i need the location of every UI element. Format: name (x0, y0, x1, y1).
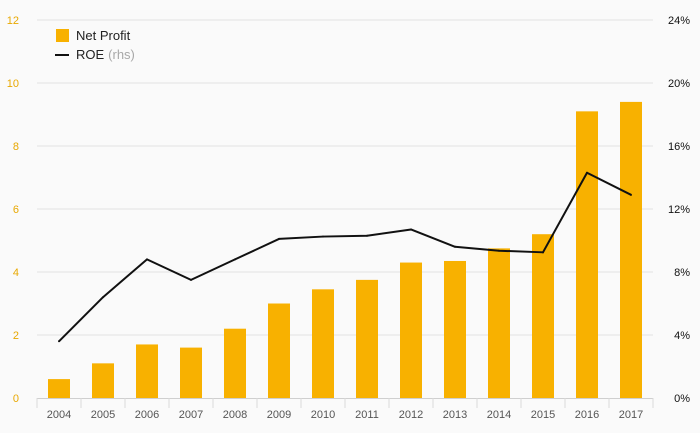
right-tick-label: 12% (668, 204, 690, 216)
legend-roe-name: ROE (76, 47, 105, 62)
x-tick-label: 2004 (47, 409, 71, 421)
x-tick-label: 2012 (399, 409, 423, 421)
left-tick-label: 12 (7, 15, 19, 27)
bar-net-profit (532, 234, 554, 398)
legend-net-profit-swatch (56, 29, 69, 42)
x-tick-label: 2014 (487, 409, 511, 421)
x-tick-label: 2017 (619, 409, 643, 421)
right-tick-label: 8% (674, 267, 690, 279)
roe-point (322, 235, 324, 238)
bar-net-profit (444, 260, 466, 398)
bar-net-profit (48, 379, 70, 398)
roe-line (58, 171, 632, 343)
left-tick-label: 0 (13, 393, 19, 405)
roe-point (498, 249, 500, 252)
left-tick-label: 8 (13, 141, 19, 153)
bar-net-profit (312, 289, 334, 398)
bar-net-profit (488, 248, 510, 398)
roe-point (190, 278, 192, 281)
roe-point (410, 228, 412, 231)
roe-point (278, 237, 280, 240)
bar-net-profit (620, 101, 642, 399)
bar-net-profit (224, 328, 246, 398)
legend-roe-label: ROE (rhs) (76, 47, 135, 62)
roe-point (630, 193, 632, 196)
left-tick-label: 6 (13, 204, 19, 216)
x-tick-label: 2013 (443, 409, 467, 421)
bar-net-profit (268, 303, 290, 398)
right-tick-label: 4% (674, 330, 690, 342)
roe-line-layer (58, 171, 632, 343)
legend: Net Profit ROE (rhs) (55, 28, 135, 62)
x-tick-label: 2015 (531, 409, 555, 421)
x-tick-label: 2008 (223, 409, 247, 421)
left-tick-label: 10 (7, 78, 19, 90)
roe-point (58, 340, 60, 343)
bar-net-profit (400, 262, 422, 398)
x-tick-label: 2011 (355, 409, 379, 421)
roe-point (102, 296, 104, 299)
bar-net-profit (576, 111, 598, 398)
net-profit-bars (48, 101, 642, 399)
x-tick-label: 2010 (311, 409, 335, 421)
x-tick-label: 2006 (135, 409, 159, 421)
roe-point (366, 234, 368, 237)
roe-point (454, 245, 456, 248)
legend-net-profit-label: Net Profit (76, 28, 131, 43)
gridlines (37, 19, 653, 336)
right-tick-label: 20% (668, 78, 690, 90)
right-tick-label: 24% (668, 15, 690, 27)
right-tick-label: 16% (668, 141, 690, 153)
x-tick-label: 2007 (179, 409, 203, 421)
right-tick-label: 0% (674, 393, 690, 405)
roe-point (542, 251, 544, 254)
left-tick-label: 4 (13, 267, 19, 279)
roe-point (234, 258, 236, 261)
x-tick-label: 2009 (267, 409, 291, 421)
axes: 0 2 4 6 8 10 12 0% 4% 8% 12% 16% 20% 24% 2004 2005 2006 2… (7, 15, 690, 421)
roe-point (586, 171, 588, 174)
x-tick-label: 2016 (575, 409, 599, 421)
bar-net-profit (92, 363, 114, 398)
roe-point (146, 258, 148, 261)
bar-net-profit (136, 344, 158, 398)
legend-roe-rhs: (rhs) (108, 47, 135, 62)
left-tick-label: 2 (13, 330, 19, 342)
bar-net-profit (180, 347, 202, 398)
x-tick-label: 2005 (91, 409, 115, 421)
bar-net-profit (356, 279, 378, 398)
